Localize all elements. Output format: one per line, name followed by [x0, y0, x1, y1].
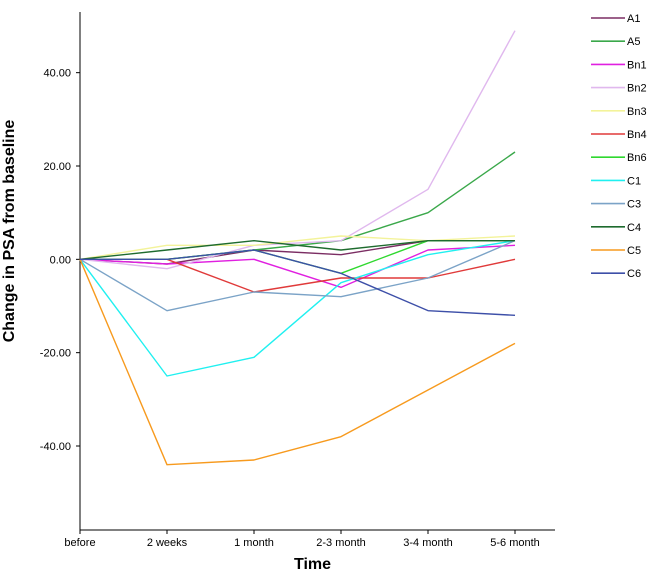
legend-label-c1: C1	[627, 175, 641, 187]
x-tick-label: before	[64, 537, 95, 549]
y-tick-label: 40.00	[43, 68, 71, 80]
series-line-bn3	[79, 235, 516, 261]
x-tick-label: 1 month	[234, 537, 274, 549]
series-line-c5	[79, 259, 516, 466]
series-line-c6	[80, 249, 516, 317]
y-tick-label: 20.00	[43, 161, 71, 173]
legend-label-c3: C3	[627, 199, 641, 211]
y-tick-label: -20.00	[40, 348, 71, 360]
x-tick-label: 5-6 month	[490, 537, 540, 549]
axes	[79, 12, 555, 531]
x-tick-label: 3-4 month	[403, 537, 453, 549]
legend-label-a5: A5	[627, 36, 640, 48]
legend: A1 A5 Bn1 Bn2 Bn3 Bn4 Bn6 C1 C3 C4 C5 C6	[591, 13, 647, 280]
legend-label-bn3: Bn3	[627, 106, 647, 118]
series-line-bn4	[80, 258, 516, 293]
y-tick-label: 0.00	[50, 254, 71, 266]
series-line-c1	[79, 239, 516, 377]
x-tick-label: 2 weeks	[147, 537, 188, 549]
ticks: -40.00 -20.00 0.00 20.00 40.00 before 2 weeks 1…	[40, 68, 540, 549]
x-axis-title: Time	[294, 556, 331, 573]
legend-label-bn4: Bn4	[627, 129, 647, 141]
legend-label-c6: C6	[627, 268, 641, 280]
series-line-bn2	[79, 30, 516, 270]
x-tick-label: 2-3 month	[316, 537, 366, 549]
legend-label-bn6: Bn6	[627, 152, 647, 164]
legend-label-bn1: Bn1	[627, 59, 647, 71]
series-line-bn1	[79, 244, 516, 289]
y-axis-title: Change in PSA from baseline	[1, 120, 18, 343]
y-tick-label: -40.00	[40, 441, 71, 453]
series-lines	[79, 30, 516, 466]
legend-label-c4: C4	[627, 222, 641, 234]
legend-label-c5: C5	[627, 245, 641, 257]
series-line-c3	[79, 240, 516, 312]
series-line-c4	[79, 239, 515, 261]
legend-label-bn2: Bn2	[627, 83, 647, 95]
legend-label-a1: A1	[627, 13, 640, 25]
